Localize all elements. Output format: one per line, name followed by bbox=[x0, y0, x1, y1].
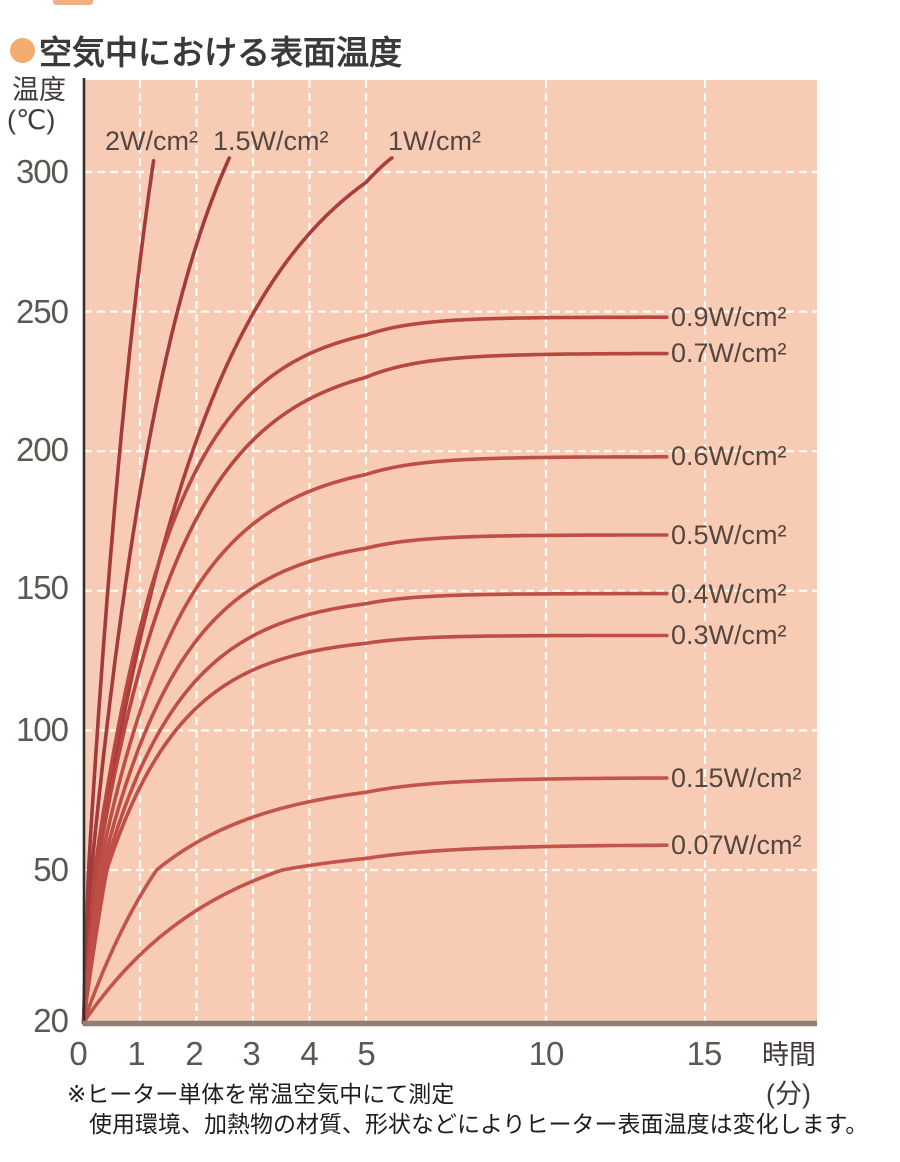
x-tick-label-15: 15 bbox=[686, 1035, 723, 1072]
curve-label-0-9w: 0.9W/cm² bbox=[671, 302, 787, 332]
y-tick-label-300: 300 bbox=[15, 153, 69, 190]
curve-label-1w: 1W/cm² bbox=[388, 126, 481, 156]
x-tick-label-0: 0 bbox=[69, 1035, 87, 1072]
plot-area bbox=[84, 80, 817, 1023]
x-tick-label-5: 5 bbox=[357, 1035, 375, 1072]
x-tick-label-10: 10 bbox=[528, 1035, 565, 1072]
y-axis-unit-line1: 温度 bbox=[12, 75, 66, 105]
y-tick-label-50: 50 bbox=[33, 851, 69, 888]
curve-1.5w-cm2 bbox=[81, 156, 232, 1025]
curve-label-0-15w: 0.15W/cm² bbox=[671, 763, 802, 793]
curve-label-0-3w: 0.3W/cm² bbox=[671, 620, 787, 650]
title-bullet-icon bbox=[10, 37, 35, 63]
curve-label-0-7w: 0.7W/cm² bbox=[671, 338, 787, 368]
x-axis-unit-line2: (分) bbox=[766, 1079, 811, 1109]
y-tick-label-200: 200 bbox=[15, 431, 69, 468]
curve-label-0-07w: 0.07W/cm² bbox=[671, 830, 802, 860]
footnote-line1: ※ヒーター単体を常温空気中にて測定 bbox=[67, 1081, 455, 1107]
curve-label-0-6w: 0.6W/cm² bbox=[671, 441, 787, 471]
curve-label-2w: 2W/cm² bbox=[105, 126, 198, 156]
x-tick-label-1: 1 bbox=[127, 1035, 145, 1072]
curve-label-0-4w: 0.4W/cm² bbox=[671, 579, 787, 609]
curve-0.3w-cm2 bbox=[81, 633, 669, 1025]
page-title: 空気中における表面温度 bbox=[39, 34, 402, 71]
curve-label-0-5w: 0.5W/cm² bbox=[671, 520, 787, 550]
curve-0.7w-cm2 bbox=[81, 351, 669, 1025]
x-tick-label-2: 2 bbox=[185, 1035, 203, 1072]
curve-0.6w-cm2 bbox=[81, 454, 669, 1025]
title-row: 空気中における表面温度 bbox=[10, 26, 402, 74]
y-tick-label-250: 250 bbox=[15, 293, 69, 330]
curve-0.4w-cm2 bbox=[81, 591, 669, 1025]
y-tick-label-100: 100 bbox=[15, 711, 69, 748]
curve-2w-cm2 bbox=[81, 159, 156, 1025]
x-tick-label-3: 3 bbox=[242, 1035, 260, 1072]
curve-0.9w-cm2 bbox=[81, 315, 669, 1025]
curve-0.07w-cm2 bbox=[81, 843, 669, 1025]
curve-label-1-5w: 1.5W/cm² bbox=[213, 126, 329, 156]
x-tick-label-4: 4 bbox=[300, 1035, 318, 1072]
curve-0.5w-cm2 bbox=[81, 533, 669, 1025]
footnote-line2: 使用環境、加熱物の材質、形状などによりヒーター表面温度は変化します。 bbox=[89, 1111, 869, 1137]
x-axis-unit-line1: 時間 bbox=[762, 1040, 816, 1070]
y-axis-unit-line2: (℃) bbox=[7, 105, 56, 135]
curve-0.15w-cm2 bbox=[81, 776, 669, 1025]
y-tick-label-150: 150 bbox=[15, 569, 69, 606]
curve-1w-cm2 bbox=[81, 156, 394, 1025]
top-fragment bbox=[53, 0, 93, 5]
y-tick-label-20: 20 bbox=[33, 1002, 69, 1039]
